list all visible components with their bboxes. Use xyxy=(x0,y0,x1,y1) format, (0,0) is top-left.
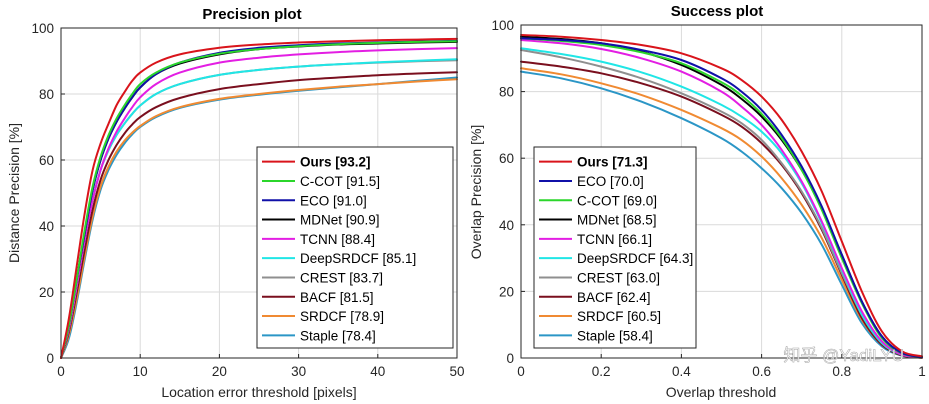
success-y-tick-label: 60 xyxy=(499,151,514,166)
precision-legend-label-mdnet: MDNet [90.9] xyxy=(300,213,380,228)
success-legend-label-mdnet: MDNet [68.5] xyxy=(577,213,657,228)
precision-series-line-srdcf xyxy=(60,78,458,359)
success-x-tick-label: 0.4 xyxy=(672,364,691,379)
precision-legend-label-ours: Ours [93.2] xyxy=(300,155,371,170)
precision-x-tick-label: 20 xyxy=(212,364,227,379)
precision-series-line-bacf xyxy=(60,71,458,359)
precision-x-tick-label: 50 xyxy=(449,364,464,379)
precision-y-tick-label: 0 xyxy=(46,351,54,366)
precision-x-tick-label: 30 xyxy=(291,364,306,379)
precision-y-tick-label: 20 xyxy=(39,285,54,300)
precision-legend-label-bacf: BACF [81.5] xyxy=(300,290,374,305)
precision-x-tick-label: 40 xyxy=(370,364,385,379)
precision-y-tick-label: 100 xyxy=(31,21,54,36)
success-axes-frame xyxy=(520,24,923,359)
success-legend-label-deepsrdcf: DeepSRDCF [64.3] xyxy=(577,251,693,266)
success-tick-labels: 0 0.2 0.4 0.6 0.8 1 0 20 40 60 80 100 xyxy=(491,18,925,379)
precision-legend-label-tcnn: TCNN [88.4] xyxy=(300,232,375,247)
precision-y-tick-label: 60 xyxy=(39,153,54,168)
precision-x-tick-label: 0 xyxy=(57,364,65,379)
success-x-tick-label: 1 xyxy=(918,364,926,379)
precision-y-axis-label: Distance Precision [%] xyxy=(6,123,22,263)
success-x-axis-label: Overlap threshold xyxy=(666,384,777,400)
success-series-line-bacf xyxy=(520,60,923,359)
precision-axes-frame xyxy=(60,27,458,359)
precision-y-tick-label: 40 xyxy=(39,219,54,234)
success-x-tick-label: 0.6 xyxy=(752,364,771,379)
success-plot-title: Success plot xyxy=(671,3,764,20)
success-legend-label-crest: CREST [63.0] xyxy=(577,270,660,285)
success-series-line-eco xyxy=(520,37,923,358)
success-x-tick-label: 0.8 xyxy=(832,364,851,379)
precision-legend: Ours [93.2] C-COT [91.5] ECO [91.0] MDNet [… xyxy=(256,146,454,349)
precision-series-line-ours xyxy=(60,37,458,359)
precision-legend-label-eco: ECO [91.0] xyxy=(300,193,367,208)
precision-legend-label-staple: Staple [78.4] xyxy=(300,328,376,343)
precision-y-tick-label: 80 xyxy=(39,87,54,102)
success-legend-label-ours: Ours [71.3] xyxy=(577,155,648,170)
success-series-line-tcnn xyxy=(520,39,923,359)
success-y-tick-label: 40 xyxy=(499,218,514,233)
precision-legend-label-crest: CREST [83.7] xyxy=(300,270,383,285)
success-legend-label-tcnn: TCNN [66.1] xyxy=(577,232,652,247)
precision-legend-label-srdcf: SRDCF [78.9] xyxy=(300,309,384,324)
success-series-line-staple xyxy=(520,70,923,359)
precision-legend-label-deepsrdcf: DeepSRDCF [85.1] xyxy=(300,251,416,266)
success-series-line-ours xyxy=(520,34,923,358)
precision-curves xyxy=(60,37,458,359)
precision-legend-label-c-cot: C-COT [91.5] xyxy=(300,174,380,189)
success-y-tick-label: 80 xyxy=(499,85,514,100)
watermark-text: 知乎 @YadiLYU xyxy=(783,346,904,365)
success-y-tick-label: 0 xyxy=(506,351,514,366)
success-y-tick-label: 20 xyxy=(499,284,514,299)
precision-x-axis-label: Location error threshold [pixels] xyxy=(161,384,356,400)
precision-x-tick-label: 10 xyxy=(133,364,148,379)
precision-plot: Precision plot 0 10 20 30 40 50 0 20 40 60 80 100 L… xyxy=(6,6,465,400)
success-series-line-deepsrdcf xyxy=(520,47,923,359)
precision-series-line-tcnn xyxy=(60,47,458,359)
precision-series-line-c-cot xyxy=(60,40,458,359)
precision-tick-labels: 0 10 20 30 40 50 0 20 40 60 80 100 xyxy=(31,21,464,379)
success-y-axis-label: Overlap Precision [%] xyxy=(468,125,484,260)
success-legend-label-staple: Staple [58.4] xyxy=(577,328,653,343)
success-plot: Success plot 0 0.2 0.4 0.6 0.8 1020406080100 … xyxy=(468,3,926,400)
success-x-tick-label: 0 xyxy=(517,364,525,379)
success-legend-label-bacf: BACF [62.4] xyxy=(577,290,651,305)
success-legend-label-c-cot: C-COT [69.0] xyxy=(577,193,657,208)
success-legend-label-srdcf: SRDCF [60.5] xyxy=(577,309,661,324)
success-legend-label-eco: ECO [70.0] xyxy=(577,174,644,189)
success-legend: Ours [71.3] ECO [70.0] C-COT [69.0] MDNet [… xyxy=(533,146,697,349)
success-x-tick-label: 0.2 xyxy=(592,364,611,379)
success-y-tick-label: 100 xyxy=(491,18,514,33)
success-curves xyxy=(520,34,923,359)
precision-plot-title: Precision plot xyxy=(202,6,301,23)
